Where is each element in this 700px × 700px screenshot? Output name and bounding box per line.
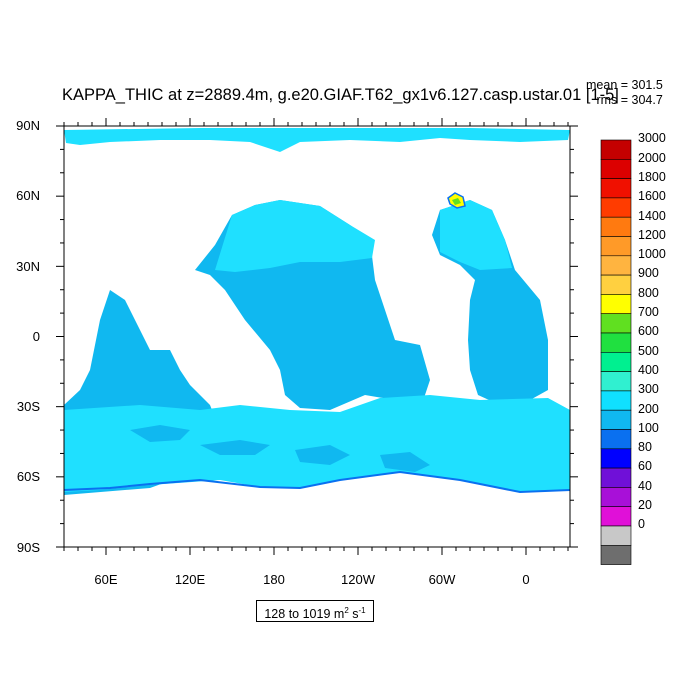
range-units-box: 128 to 1019 m2 s-1 bbox=[256, 600, 374, 622]
unit-m-exp: 2 bbox=[344, 606, 349, 615]
legend-swatch bbox=[600, 178, 632, 199]
southern-deep-patch-1 bbox=[130, 425, 190, 442]
antarctic-coast bbox=[63, 470, 571, 494]
legend-label: 800 bbox=[638, 285, 659, 300]
lat-label-60n: 60N bbox=[16, 188, 40, 203]
legend-swatch bbox=[600, 544, 632, 565]
color-legend bbox=[600, 139, 632, 565]
legend-label: 1800 bbox=[638, 169, 666, 184]
legend-label: 600 bbox=[638, 324, 659, 339]
lon-label-0: 0 bbox=[522, 572, 530, 587]
legend-swatch bbox=[600, 409, 632, 430]
legend-swatch bbox=[600, 448, 632, 469]
lat-label-90n: 90N bbox=[16, 118, 40, 133]
legend-swatch bbox=[600, 294, 632, 314]
lat-label-60s: 60S bbox=[16, 469, 40, 484]
southern-deep-patch-3 bbox=[295, 445, 350, 465]
legend-swatch bbox=[600, 139, 632, 160]
lon-label-60e: 60E bbox=[94, 572, 118, 587]
lon-label-120e: 120E bbox=[174, 572, 206, 587]
unit-s-exp: -1 bbox=[358, 606, 366, 615]
southern-deep-patch-2 bbox=[200, 440, 270, 455]
stats-block: mean = 301.5 rms = 304.7 bbox=[586, 78, 663, 108]
legend-label: 2000 bbox=[638, 150, 666, 165]
lat-label-30s: 30S bbox=[16, 399, 40, 414]
legend-label: 700 bbox=[638, 305, 659, 319]
lat-label-30n: 30N bbox=[16, 259, 40, 274]
lon-label-120w: 120W bbox=[341, 572, 375, 587]
legend-label: 3000 bbox=[638, 131, 666, 146]
legend-label: 100 bbox=[638, 420, 659, 435]
legend-swatch bbox=[600, 351, 632, 372]
lon-label-60w: 60W bbox=[428, 572, 456, 587]
legend-swatch bbox=[600, 216, 632, 237]
rms-value: rms = 304.7 bbox=[596, 93, 663, 107]
legend-swatch bbox=[600, 429, 632, 450]
legend-label: 400 bbox=[638, 362, 659, 377]
arctic-ocean bbox=[64, 128, 570, 152]
axis-ticks bbox=[56, 118, 578, 555]
north-pacific bbox=[215, 200, 375, 272]
legend-swatch bbox=[600, 467, 632, 488]
legend-swatch bbox=[600, 390, 632, 411]
legend-label: 1600 bbox=[638, 189, 666, 204]
unit-m: m bbox=[333, 607, 345, 622]
range-text: 128 to 1019 bbox=[264, 607, 331, 622]
southern-ocean bbox=[64, 395, 570, 492]
legend-swatch bbox=[600, 197, 632, 218]
unit-s: s bbox=[352, 607, 359, 622]
legend-swatch bbox=[600, 332, 632, 353]
legend-label: 200 bbox=[638, 401, 659, 416]
legend-label: 900 bbox=[638, 266, 659, 281]
plot-title: KAPPA_THIC at z=2889.4m, g.e20.GIAF.T62_… bbox=[62, 86, 619, 104]
lat-label-0: 0 bbox=[32, 329, 40, 344]
southern-deep-patch-4 bbox=[380, 452, 430, 472]
legend-label: 500 bbox=[638, 343, 659, 358]
legend-label: 1400 bbox=[638, 208, 666, 223]
ocean-field bbox=[63, 128, 571, 495]
lon-label-180: 180 bbox=[263, 572, 285, 587]
mean-value: mean = 301.5 bbox=[586, 78, 663, 92]
legend-label: 80 bbox=[638, 440, 652, 455]
legend-swatch bbox=[600, 159, 632, 179]
lat-label-90s: 90S bbox=[16, 540, 40, 555]
legend-label: 1000 bbox=[638, 247, 666, 262]
legend-swatch bbox=[600, 255, 632, 276]
legend-swatch bbox=[600, 525, 632, 546]
legend-label: 300 bbox=[638, 382, 659, 397]
legend-label: 60 bbox=[638, 459, 652, 474]
greenland-accent-green bbox=[452, 198, 461, 205]
legend-swatch bbox=[600, 487, 632, 507]
legend-label: 1200 bbox=[638, 227, 666, 242]
legend-swatch bbox=[600, 236, 632, 257]
legend-swatch bbox=[600, 274, 632, 295]
legend-label: 20 bbox=[638, 498, 652, 512]
legend-label: 40 bbox=[638, 478, 652, 493]
legend-swatch bbox=[600, 506, 632, 527]
legend-swatch bbox=[600, 313, 632, 334]
legend-label: 0 bbox=[638, 517, 645, 532]
north-atlantic bbox=[440, 200, 512, 270]
legend-swatch bbox=[600, 371, 632, 392]
